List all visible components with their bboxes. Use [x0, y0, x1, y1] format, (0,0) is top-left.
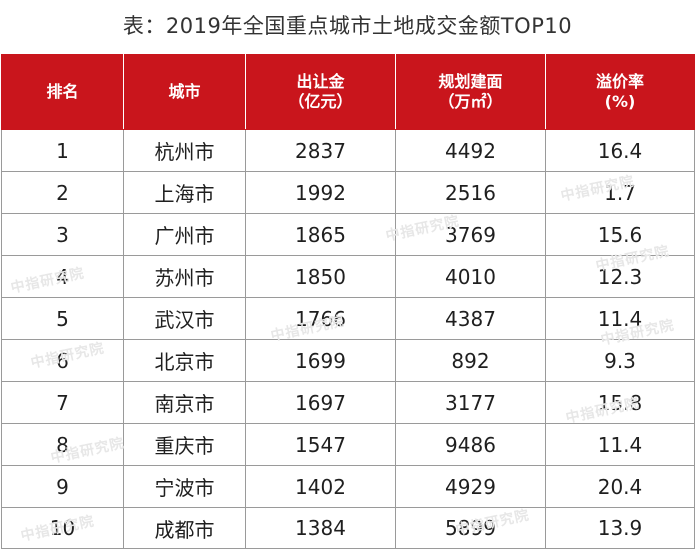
table-row: 7 南京市 1697 3177 15.8 — [1, 381, 695, 424]
cell-premium: 11.4 — [545, 423, 695, 466]
cell-premium: 12.3 — [545, 255, 695, 298]
header-premium-label: 溢价率 — [595, 72, 644, 91]
header-amount-unit: （亿元） — [288, 92, 353, 111]
cell-premium: 1.7 — [545, 171, 695, 214]
cell-area: 3177 — [395, 381, 546, 424]
header-rank: 排名 — [1, 54, 124, 130]
cell-amount: 1384 — [245, 507, 396, 549]
cell-amount: 1992 — [245, 171, 396, 214]
table-row: 4 苏州市 1850 4010 12.3 — [1, 255, 695, 298]
table-header-row: 排名 城市 出让金 （亿元） 规划建面 （万㎡） 溢价率 (%) — [1, 54, 695, 130]
header-premium: 溢价率 (%) — [545, 54, 695, 130]
cell-area: 4929 — [395, 465, 546, 508]
header-area: 规划建面 （万㎡） — [395, 54, 546, 130]
table-row: 8 重庆市 1547 9486 11.4 — [1, 423, 695, 466]
cell-city: 成都市 — [123, 507, 246, 549]
cell-area: 2516 — [395, 171, 546, 214]
cell-city: 重庆市 — [123, 423, 246, 466]
cell-rank: 1 — [1, 129, 124, 172]
header-area-unit: （万㎡） — [438, 92, 503, 111]
cell-city: 苏州市 — [123, 255, 246, 298]
cell-area: 3769 — [395, 213, 546, 256]
cell-premium: 15.6 — [545, 213, 695, 256]
cell-area: 4010 — [395, 255, 546, 298]
header-area-label: 规划建面 — [438, 72, 503, 91]
cell-rank: 7 — [1, 381, 124, 424]
cell-rank: 9 — [1, 465, 124, 508]
cell-city: 宁波市 — [123, 465, 246, 508]
cell-city: 杭州市 — [123, 129, 246, 172]
header-city: 城市 — [123, 54, 246, 130]
cell-rank: 2 — [1, 171, 124, 214]
cell-amount: 1865 — [245, 213, 396, 256]
cell-amount: 2837 — [245, 129, 396, 172]
cell-rank: 3 — [1, 213, 124, 256]
cell-amount: 1402 — [245, 465, 396, 508]
cell-city: 上海市 — [123, 171, 246, 214]
header-amount-label: 出让金 — [296, 72, 345, 91]
cell-rank: 8 — [1, 423, 124, 466]
land-transaction-table: 排名 城市 出让金 （亿元） 规划建面 （万㎡） 溢价率 (%) 1 杭州市 2… — [1, 54, 695, 549]
cell-amount: 1547 — [245, 423, 396, 466]
cell-rank: 10 — [1, 507, 124, 549]
cell-area: 9486 — [395, 423, 546, 466]
cell-area: 5899 — [395, 507, 546, 549]
cell-premium: 9.3 — [545, 339, 695, 382]
cell-area: 4387 — [395, 297, 546, 340]
table-row: 2 上海市 1992 2516 1.7 — [1, 171, 695, 214]
cell-rank: 4 — [1, 255, 124, 298]
cell-city: 北京市 — [123, 339, 246, 382]
table-row: 1 杭州市 2837 4492 16.4 — [1, 129, 695, 172]
table-title: 表：2019年全国重点城市土地成交金额TOP10 — [122, 14, 573, 38]
cell-premium: 16.4 — [545, 129, 695, 172]
cell-premium: 11.4 — [545, 297, 695, 340]
header-premium-unit: (%) — [604, 92, 636, 111]
cell-amount: 1699 — [245, 339, 396, 382]
cell-rank: 6 — [1, 339, 124, 382]
cell-premium: 20.4 — [545, 465, 695, 508]
header-amount: 出让金 （亿元） — [245, 54, 396, 130]
table-row: 6 北京市 1699 892 9.3 — [1, 339, 695, 382]
table-row: 5 武汉市 1766 4387 11.4 — [1, 297, 695, 340]
cell-rank: 5 — [1, 297, 124, 340]
cell-amount: 1850 — [245, 255, 396, 298]
cell-area: 4492 — [395, 129, 546, 172]
table-row: 10 成都市 1384 5899 13.9 — [1, 507, 695, 549]
table-row: 3 广州市 1865 3769 15.6 — [1, 213, 695, 256]
cell-city: 广州市 — [123, 213, 246, 256]
cell-amount: 1766 — [245, 297, 396, 340]
cell-premium: 15.8 — [545, 381, 695, 424]
table-row: 9 宁波市 1402 4929 20.4 — [1, 465, 695, 508]
cell-amount: 1697 — [245, 381, 396, 424]
cell-city: 南京市 — [123, 381, 246, 424]
cell-area: 892 — [395, 339, 546, 382]
cell-city: 武汉市 — [123, 297, 246, 340]
cell-premium: 13.9 — [545, 507, 695, 549]
